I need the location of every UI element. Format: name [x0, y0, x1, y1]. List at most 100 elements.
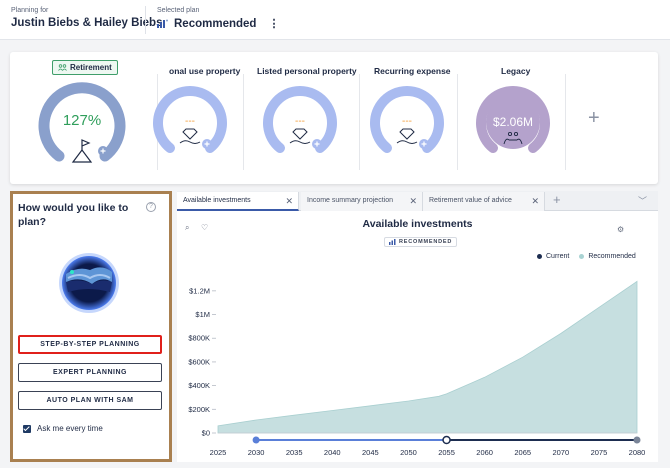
x-tick-label: 2080	[629, 448, 646, 457]
chart-title: Available investments	[362, 218, 473, 230]
chevron-down-icon[interactable]: ﹀	[638, 196, 648, 206]
chart-legend: Current Recommended	[537, 253, 636, 260]
app-header: Planning for Justin Biebs & Hailey Biebs…	[0, 0, 670, 40]
y-tick-label: $600K	[188, 357, 210, 366]
family-hands-icon	[503, 131, 523, 145]
x-tick-label: 2045	[362, 448, 379, 457]
x-tick-label: 2050	[400, 448, 417, 457]
y-tick-label: $200K	[188, 405, 210, 414]
x-tick-label: 2065	[514, 448, 531, 457]
tab-retirement-value-of-advice[interactable]: Retirement value of advice ✕	[423, 192, 545, 211]
slider-handle-end[interactable]	[633, 436, 641, 444]
personal-use-gauge[interactable]: ---	[150, 82, 230, 162]
client-names[interactable]: Justin Biebs & Hailey Biebs	[11, 17, 163, 29]
goal-separator	[243, 74, 244, 170]
planning-mode-panel: How would you like to plan? ? STEP-BY-ST…	[10, 191, 172, 462]
x-tick-label: 2075	[591, 448, 608, 457]
goal-separator	[565, 74, 566, 170]
close-icon[interactable]: ✕	[409, 196, 417, 206]
diamond-hand-icon	[179, 128, 201, 144]
y-tick-label: $0	[202, 429, 210, 438]
legend-item-current[interactable]: Current	[537, 253, 569, 260]
ask-me-checkbox[interactable]	[23, 424, 31, 433]
zoom-icon[interactable]: ⌕	[185, 223, 190, 232]
tab-label: Available investments	[183, 197, 251, 204]
x-tick-label: 2055	[438, 448, 455, 457]
add-circle-icon[interactable]	[419, 139, 429, 149]
listed-property-gauge[interactable]: ---	[260, 82, 340, 162]
y-tick-label: $1M	[195, 310, 210, 319]
slider-handle-current[interactable]	[442, 435, 451, 445]
goal-title-personal-use: onal use property	[169, 66, 241, 76]
goals-card: Retirement 127% onal use property --- Li…	[10, 52, 658, 184]
tab-label: Income summary projection	[307, 197, 393, 204]
recurring-expense-gauge[interactable]: ---	[367, 82, 447, 162]
legacy-value: $2.06M	[493, 115, 533, 129]
planning-for-label: Planning for	[11, 7, 49, 14]
planning-mode-title: How would you like to plan?	[18, 202, 129, 228]
x-tick-label: 2070	[552, 448, 569, 457]
tab-available-investments[interactable]: Available investments ✕	[177, 192, 299, 211]
retirement-badge-label: Retirement	[70, 63, 112, 72]
goal-value: ---	[295, 116, 305, 127]
add-goal-icon[interactable]: +	[588, 107, 600, 129]
kebab-vertical-icon[interactable]: ⋮	[268, 18, 280, 30]
investments-area-chart[interactable]: $0 $200K $400K $600K $800K $1M $1.2M 2025 2030 2…	[177, 191, 658, 462]
y-tick-label: $400K	[188, 381, 210, 390]
question-circle-icon[interactable]: ?	[146, 202, 156, 212]
selected-plan-row[interactable]: Recommended ⋮	[157, 17, 279, 30]
retirement-badge[interactable]: Retirement	[52, 60, 118, 75]
bar-chart-icon	[389, 239, 396, 245]
auto-plan-with-sam-button[interactable]: AUTO PLAN WITH SAM	[18, 391, 162, 410]
chart-panel: Available investments ✕ Income summary p…	[177, 191, 658, 462]
retirement-gauge[interactable]: 127%	[37, 78, 127, 168]
x-tick-label: 2060	[476, 448, 493, 457]
x-tick-label: 2025	[210, 448, 227, 457]
legend-swatch-recommended	[579, 254, 585, 259]
header-divider	[145, 6, 146, 34]
recommended-badge-label: RECOMMENDED	[399, 239, 453, 245]
selected-plan-label: Selected plan	[157, 7, 200, 14]
ask-me-every-time[interactable]: Ask me every time	[23, 424, 103, 433]
recommended-area[interactable]	[217, 280, 638, 434]
people-icon	[58, 64, 67, 71]
heart-icon[interactable]: ♡	[201, 223, 209, 232]
tab-income-summary-projection[interactable]: Income summary projection ✕	[301, 192, 423, 211]
add-circle-icon[interactable]	[312, 139, 322, 149]
planning-for: Planning for Justin Biebs & Hailey Biebs	[11, 7, 162, 29]
y-tick-label: $800K	[188, 334, 210, 343]
diamond-hand-icon	[396, 128, 418, 144]
goal-title-recurring-expense: Recurring expense	[374, 66, 451, 76]
goal-separator	[359, 74, 360, 170]
step-by-step-planning-button[interactable]: STEP-BY-STEP PLANNING	[18, 335, 162, 354]
add-circle-icon[interactable]	[98, 146, 108, 156]
close-icon[interactable]: ✕	[531, 196, 539, 206]
goal-value: ---	[185, 116, 195, 127]
ask-me-label: Ask me every time	[37, 424, 103, 433]
add-tab-plus-icon[interactable]: +	[553, 192, 561, 207]
slider-handle-start[interactable]	[252, 436, 260, 444]
goal-title-listed-property: Listed personal property	[257, 66, 357, 76]
chart-tabs: Available investments ✕ Income summary p…	[177, 191, 658, 211]
recommended-badge: RECOMMENDED	[384, 237, 458, 247]
expert-planning-button[interactable]: EXPERT PLANNING	[18, 363, 162, 382]
x-tick-label: 2030	[248, 448, 265, 457]
settings-icon[interactable]: ⚙	[617, 225, 625, 234]
legend-swatch-current	[537, 254, 542, 259]
tab-label: Retirement value of advice	[429, 197, 512, 204]
plan-chart-icon	[157, 19, 168, 28]
legend-label-current: Current	[546, 253, 570, 260]
close-icon[interactable]: ✕	[285, 196, 293, 206]
goal-value: ---	[402, 116, 412, 127]
retirement-value: 127%	[63, 112, 101, 129]
selected-plan-value: Recommended	[174, 17, 257, 30]
goal-separator	[457, 74, 458, 170]
legend-item-recommended[interactable]: Recommended	[579, 253, 636, 260]
planning-orb-icon	[59, 253, 119, 313]
x-tick-label: 2040	[324, 448, 341, 457]
y-tick-label: $1.2M	[189, 286, 210, 295]
legacy-gauge[interactable]: $2.06M	[473, 82, 553, 162]
add-circle-icon[interactable]	[202, 139, 212, 149]
flag-mountain-icon	[71, 139, 93, 163]
legend-label-recommended: Recommended	[588, 253, 636, 260]
